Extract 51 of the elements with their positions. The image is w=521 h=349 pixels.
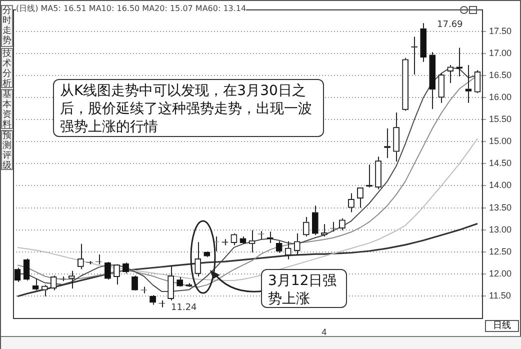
candlestick [357, 188, 364, 208]
candlestick [302, 216, 310, 237]
y-tick-label: 16.00 [489, 92, 512, 102]
text: 日线 [485, 320, 519, 332]
candlestick [429, 52, 436, 110]
annotation: 从K线图走势中可以发现，在3月30日之后，股价延续了这种强势走势，出现一波强势上涨的行情 [53, 79, 324, 137]
candlestick [384, 128, 390, 158]
side-tab: 分时走势 [1, 5, 13, 47]
candlestick [168, 265, 174, 301]
y-tick-label: 14.00 [489, 180, 512, 190]
candlestick [393, 112, 400, 162]
x-tick-label: 4 [322, 326, 327, 337]
candlestick [266, 231, 274, 244]
side-tab: 基本资料 [1, 89, 13, 129]
y-tick-label: 17.50 [489, 26, 512, 36]
candlestick [420, 22, 427, 62]
candlestick [32, 278, 39, 291]
y-tick-label: 13.00 [489, 224, 512, 234]
y-tick-label: 15.50 [489, 114, 512, 124]
candlestick [375, 156, 382, 190]
candlestick [132, 275, 138, 290]
y-tick-label: 17.00 [489, 48, 512, 58]
candlestick [114, 264, 120, 285]
candlestick [312, 205, 318, 236]
y-tick-label: 11.50 [489, 290, 511, 300]
y-tick-label: 14.50 [489, 158, 512, 168]
annotation: 3月12日强势上涨 [261, 269, 347, 308]
candlestick [23, 258, 30, 282]
candlestick [194, 242, 202, 278]
side-tab: 技术分析 [1, 48, 13, 88]
y-tick-label: 13.50 [489, 202, 512, 212]
candlestick [411, 36, 418, 76]
y-tick-label: 12.50 [489, 246, 512, 256]
candlestick [14, 267, 21, 282]
y-tick-label: 12.00 [489, 268, 512, 278]
candlestick [456, 47, 463, 77]
y-tick-label: 16.50 [489, 70, 512, 80]
candlestick [321, 224, 328, 237]
candlestick [465, 64, 472, 104]
candlestick [68, 270, 75, 289]
y-tick-label: 15.00 [489, 136, 512, 146]
candlestick [41, 284, 48, 297]
candlestick [248, 230, 256, 253]
candlestick [366, 164, 372, 188]
candlestick [222, 238, 228, 246]
chart-subtitle: (日线) MA5: 16.51 MA10: 16.50 MA20: 15.07 MA60: 13.14 [16, 4, 246, 13]
candlestick [50, 275, 57, 291]
candlestick [438, 72, 445, 104]
annotation: 17.69 [437, 20, 463, 30]
annotation: 11.24 [171, 303, 197, 313]
side-tab: 预测评级 [1, 130, 13, 170]
